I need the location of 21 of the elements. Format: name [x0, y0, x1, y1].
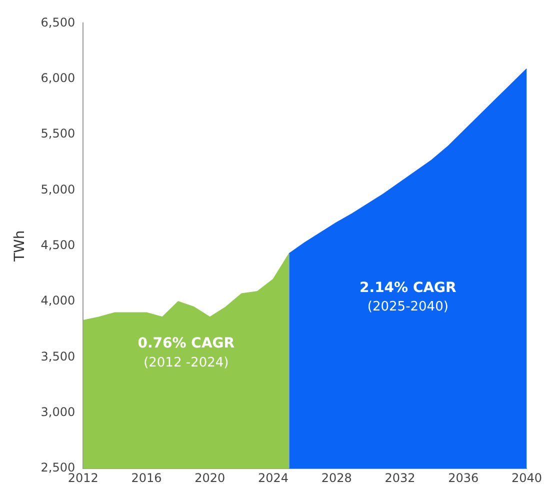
y-tick-label: 6,500 [40, 15, 76, 30]
x-tick-label: 2020 [194, 470, 226, 485]
y-tick-label: 6,000 [40, 71, 76, 85]
y-tick-label: 5,000 [40, 182, 76, 196]
y-tick-label: 4,000 [40, 294, 76, 308]
y-tick-label: 5,500 [40, 126, 76, 141]
annotation: (2012 -2024) [144, 355, 229, 370]
x-tick-label: 2012 [68, 470, 98, 485]
x-tick-label: 2032 [384, 470, 416, 485]
y-tick-label: 4,500 [40, 238, 76, 252]
x-tick-label: 2036 [448, 470, 479, 485]
annotation: 2.14% CAGR [360, 280, 457, 296]
y-tick-label: 3,000 [40, 405, 76, 420]
annotation: (2025-2040) [367, 300, 448, 315]
x-tick-label: 2028 [321, 470, 352, 485]
y-tick-label: 3,500 [40, 349, 76, 364]
x-tick-label: 2016 [131, 470, 162, 485]
x-tick-label: 2040 [511, 470, 542, 485]
x-tick-label: 2024 [258, 470, 289, 485]
y-axis-title: TWh [12, 230, 28, 263]
annotation: 0.76% CAGR [138, 336, 235, 352]
